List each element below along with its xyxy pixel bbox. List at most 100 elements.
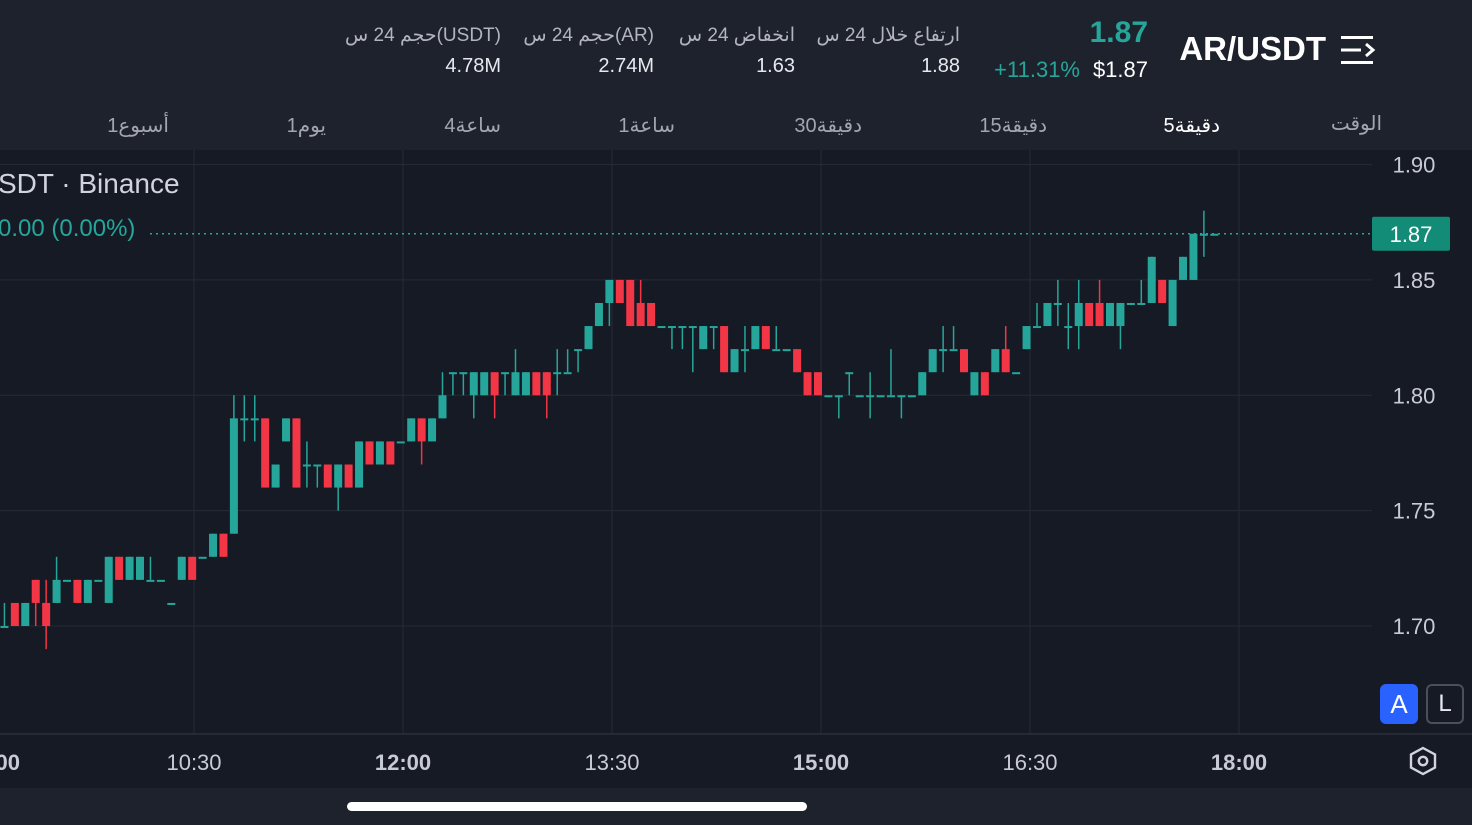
auto-scale-button[interactable]: A	[1380, 684, 1418, 724]
candle-body	[229, 418, 238, 534]
candle	[991, 349, 1000, 373]
y-axis-tick-label: 1.80	[1393, 383, 1436, 408]
candle	[428, 418, 437, 442]
legend-title: SDT · Binance	[0, 168, 180, 199]
candle-body	[375, 441, 384, 465]
candle-body	[52, 579, 61, 603]
candle	[813, 372, 822, 396]
candle-body	[594, 302, 603, 327]
candle	[104, 556, 113, 603]
candle-body	[344, 464, 353, 488]
candle-body	[813, 372, 822, 396]
candle-body	[970, 372, 979, 396]
x-axis-tick-label: 13:30	[584, 750, 639, 775]
x-axis-tick-label: 15:00	[793, 750, 849, 775]
candle	[136, 556, 145, 580]
candle-body	[657, 326, 666, 329]
candle	[855, 395, 864, 398]
candle-body	[469, 372, 478, 396]
home-indicator[interactable]	[347, 802, 807, 811]
candle	[313, 464, 322, 488]
candle	[876, 395, 885, 398]
candle	[1012, 372, 1021, 375]
tab-4hour[interactable]: 4ساعة	[444, 115, 501, 137]
candle-body	[991, 349, 1000, 373]
candle	[146, 556, 155, 582]
candle	[386, 441, 395, 465]
candle-body	[636, 302, 645, 327]
candle-body	[438, 395, 447, 419]
candle	[521, 372, 530, 396]
candle-body	[907, 395, 916, 398]
candle-body	[490, 372, 499, 396]
candle	[156, 579, 165, 582]
candle	[438, 372, 447, 419]
candle-body	[730, 349, 739, 373]
candle-body	[1053, 302, 1062, 305]
candle	[886, 349, 895, 398]
tab-1week[interactable]: 1أسبوع	[107, 115, 169, 137]
candle	[250, 395, 259, 442]
stat-value-volume-usdt: 4.78M	[445, 55, 501, 77]
candle-body	[136, 556, 145, 580]
candle-body	[448, 372, 457, 375]
last-price-tag	[1372, 216, 1450, 251]
candle	[626, 279, 635, 327]
last-price: 1.87	[1089, 16, 1148, 49]
candle	[302, 441, 311, 488]
menu-icon[interactable]	[1340, 34, 1378, 66]
candle	[980, 372, 989, 396]
candle-body	[125, 556, 134, 580]
candle-body	[323, 464, 332, 488]
timeframe-bar: الوقت 5دقيقة 15دقيقة 30دقيقة 1ساعة 4ساعة…	[0, 100, 1472, 150]
candle	[699, 326, 708, 350]
tab-1hour[interactable]: 1ساعة	[618, 115, 675, 137]
candle-body	[407, 418, 416, 442]
price-chart[interactable]: 1.90 1.85 1.80 1.75 1.70 00 10:30 12:00 13:30 15…	[0, 150, 1472, 788]
stat-label-volume-ar: حجم 24 س(AR)	[523, 25, 654, 46]
candle-body	[198, 556, 207, 559]
candle-body	[396, 441, 405, 444]
candle-body	[1189, 233, 1198, 280]
log-scale-button[interactable]: L	[1426, 684, 1464, 724]
settings-hex-icon[interactable]	[1408, 746, 1438, 776]
stat-label-volume-usdt: حجم 24 س(USDT)	[345, 25, 501, 46]
candle	[1064, 302, 1073, 350]
candle-body	[626, 279, 635, 327]
candle-body	[104, 556, 113, 603]
candle	[563, 349, 572, 375]
tab-5min[interactable]: 5دقيقة	[1163, 115, 1220, 137]
candle	[688, 326, 697, 373]
candle	[480, 372, 489, 396]
candle-body	[803, 372, 812, 396]
y-axis-tick-label: 1.85	[1393, 268, 1436, 293]
y-axis-tick-label: 1.75	[1393, 499, 1436, 524]
candle-body	[855, 395, 864, 398]
candle	[605, 279, 614, 327]
candle-body	[501, 372, 510, 375]
candle-body	[521, 372, 530, 396]
candle-body	[678, 326, 687, 329]
tab-1day[interactable]: 1يوم	[286, 115, 326, 137]
candle	[219, 533, 228, 557]
candle	[970, 372, 979, 396]
candle	[271, 464, 280, 488]
tab-30min[interactable]: 30دقيقة	[794, 115, 862, 137]
candle	[31, 579, 40, 627]
candle	[1210, 233, 1219, 236]
candle	[209, 533, 218, 557]
stat-label-high: ارتفاع خلال 24 س	[816, 25, 960, 46]
candle-body	[21, 602, 30, 627]
candlestick-chart-svg[interactable]: 1.90 1.85 1.80 1.75 1.70 00 10:30 12:00 13:30 15…	[0, 150, 1472, 788]
candle	[448, 372, 457, 396]
candle-body	[667, 326, 676, 329]
symbol-title[interactable]: AR/USDT	[1179, 30, 1326, 67]
candle-body	[1179, 256, 1188, 280]
tab-15min[interactable]: 15دقيقة	[979, 115, 1047, 137]
candle	[0, 602, 9, 629]
candle	[21, 602, 30, 627]
candle-body	[876, 395, 885, 398]
candle-body	[355, 441, 364, 488]
candle-body	[1043, 302, 1052, 327]
candle	[459, 372, 468, 396]
